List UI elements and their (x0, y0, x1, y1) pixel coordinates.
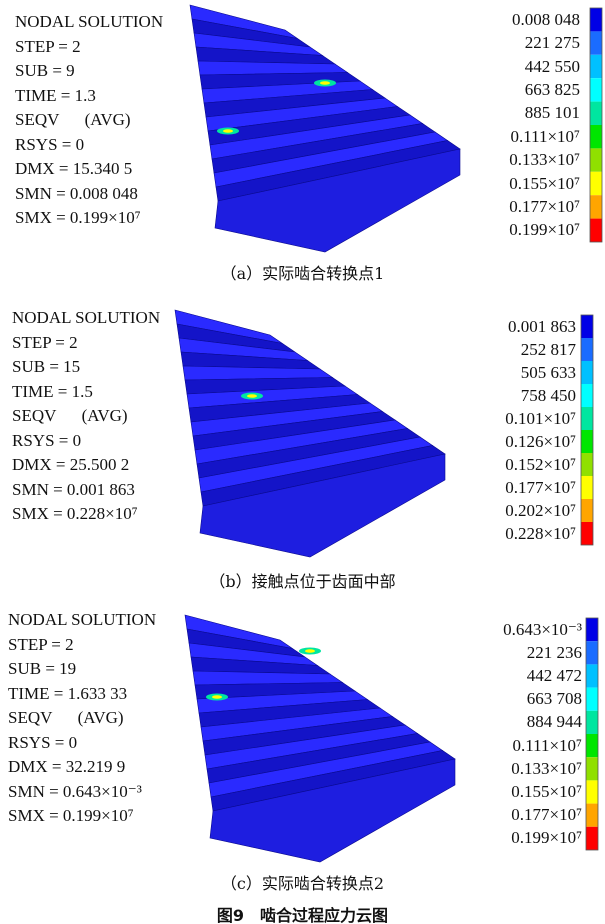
info-line: DMX = 32.219 9 (8, 757, 125, 777)
legend-label: 0.111×10⁷ (432, 736, 582, 756)
info-line: DMX = 25.500 2 (12, 455, 129, 475)
info-line: STEP = 2 (15, 37, 81, 57)
legend-swatch (586, 804, 598, 827)
panel-caption: （a）实际啮合转换点1 (0, 260, 605, 284)
legend-swatch (590, 148, 602, 171)
info-line: STEP = 2 (8, 635, 74, 655)
info-line: STEP = 2 (12, 333, 78, 353)
legend-swatch (590, 125, 602, 148)
legend-swatch (586, 734, 598, 757)
legend-label: 221 236 (432, 643, 582, 663)
info-line: RSYS = 0 (8, 733, 77, 753)
legend-label: 0.202×10⁷ (426, 501, 576, 521)
info-line: SUB = 19 (8, 659, 76, 679)
stress-core (212, 695, 222, 699)
info-line: TIME = 1.633 33 (8, 684, 127, 704)
legend-label: 0.199×10⁷ (432, 828, 582, 848)
legend-swatch (586, 641, 598, 664)
legend-label: 663 708 (432, 689, 582, 709)
legend-label: 0.177×10⁷ (430, 197, 580, 217)
info-line: SEQV (AVG) (15, 110, 131, 130)
info-line: NODAL SOLUTION (12, 308, 160, 328)
legend-label: 758 450 (426, 386, 576, 406)
legend-swatch (590, 172, 602, 195)
info-line: NODAL SOLUTION (15, 12, 163, 32)
info-line: SEQV (AVG) (12, 406, 128, 426)
info-line: SMX = 0.199×10⁷ (8, 806, 134, 826)
info-line: DMX = 15.340 5 (15, 159, 132, 179)
legend-label: 0.643×10⁻³ (432, 620, 582, 640)
figure: 图9 啮合过程应力云图 NODAL SOLUTION STEP = 2 SUB = … (0, 0, 605, 924)
info-line: SMN = 0.008 048 (15, 184, 138, 204)
legend-label: 442 550 (430, 57, 580, 77)
stress-core (247, 394, 257, 398)
panel-caption: （c）实际啮合转换点2 (0, 870, 605, 894)
legend-label: 0.133×10⁷ (432, 759, 582, 779)
legend-label: 0.228×10⁷ (426, 524, 576, 544)
legend-label: 884 944 (432, 712, 582, 732)
legend-swatch (590, 78, 602, 101)
legend-swatch (586, 780, 598, 803)
info-line: RSYS = 0 (15, 135, 84, 155)
legend-swatch (581, 476, 593, 499)
info-line: SUB = 15 (12, 357, 80, 377)
legend-label: 0.111×10⁷ (430, 127, 580, 147)
legend-swatch (586, 827, 598, 850)
info-line: NODAL SOLUTION (8, 610, 156, 630)
legend-label: 663 825 (430, 80, 580, 100)
info-line: SUB = 9 (15, 61, 75, 81)
legend-swatch (590, 219, 602, 242)
stress-core (305, 649, 315, 653)
legend-label: 0.126×10⁷ (426, 432, 576, 452)
legend-swatch (590, 31, 602, 54)
legend-label: 252 817 (426, 340, 576, 360)
info-line: SMX = 0.199×10⁷ (15, 208, 141, 228)
legend-swatch (581, 384, 593, 407)
legend-label: 221 275 (430, 33, 580, 53)
legend-swatch (581, 499, 593, 522)
legend-swatch (586, 688, 598, 711)
info-line: RSYS = 0 (12, 431, 81, 451)
legend-swatch (581, 522, 593, 545)
legend-label: 0.177×10⁷ (426, 478, 576, 498)
legend-label: 0.008 048 (430, 10, 580, 30)
legend-label: 0.199×10⁷ (430, 220, 580, 240)
info-line: SMX = 0.228×10⁷ (12, 504, 138, 524)
legend-label: 442 472 (432, 666, 582, 686)
info-line: TIME = 1.3 (15, 86, 96, 106)
legend-swatch (581, 361, 593, 384)
legend-swatch (581, 430, 593, 453)
legend-label: 0.155×10⁷ (432, 782, 582, 802)
legend-swatch (590, 195, 602, 218)
legend-label: 0.155×10⁷ (430, 174, 580, 194)
legend-label: 885 101 (430, 103, 580, 123)
info-line: TIME = 1.5 (12, 382, 93, 402)
legend-swatch (586, 757, 598, 780)
legend-label: 0.001 863 (426, 317, 576, 337)
info-line: SMN = 0.001 863 (12, 480, 135, 500)
legend-swatch (581, 453, 593, 476)
legend-swatch (581, 407, 593, 430)
legend-swatch (586, 664, 598, 687)
stress-core (320, 81, 330, 85)
legend-swatch (590, 102, 602, 125)
legend-swatch (586, 618, 598, 641)
figure-title: 图9 啮合过程应力云图 (0, 902, 605, 924)
panel-caption: （b）接触点位于齿面中部 (0, 568, 605, 592)
legend-label: 0.101×10⁷ (426, 409, 576, 429)
legend-swatch (590, 8, 602, 31)
stress-core (223, 129, 233, 133)
legend-label: 0.177×10⁷ (432, 805, 582, 825)
legend-swatch (581, 338, 593, 361)
legend-label: 0.133×10⁷ (430, 150, 580, 170)
info-line: SMN = 0.643×10⁻³ (8, 782, 142, 802)
legend-label: 0.152×10⁷ (426, 455, 576, 475)
legend-swatch (581, 315, 593, 338)
info-line: SEQV (AVG) (8, 708, 124, 728)
legend-swatch (586, 711, 598, 734)
legend-label: 505 633 (426, 363, 576, 383)
legend-swatch (590, 55, 602, 78)
